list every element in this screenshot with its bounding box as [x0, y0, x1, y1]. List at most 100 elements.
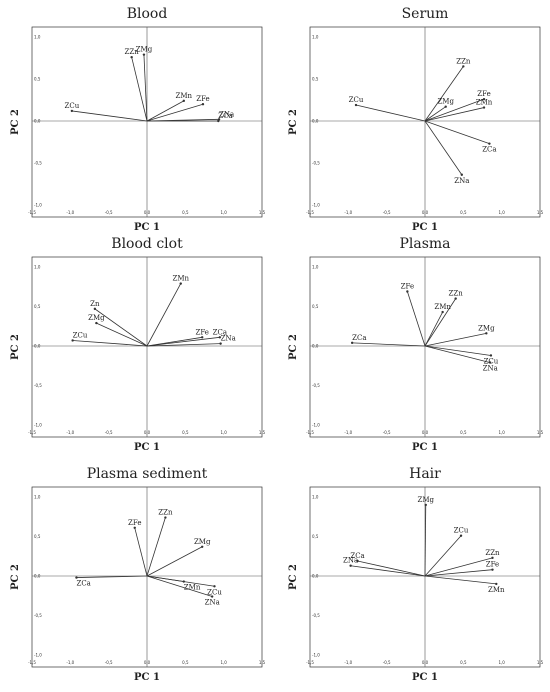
x-tick-label: -1,0	[344, 430, 352, 435]
x-tick-label: -1,5	[306, 430, 314, 435]
y-tick-label: -1,0	[312, 653, 320, 658]
vector-tip-point	[218, 336, 222, 339]
x-tick-label: 0,5	[460, 660, 467, 665]
vector-tip-point	[142, 53, 146, 56]
vector-line	[146, 546, 203, 577]
x-tick-label: -0,5	[383, 210, 391, 215]
vector-label: ZMg	[194, 538, 211, 546]
vector-label: ZFe	[477, 90, 490, 98]
x-tick-label: 0,5	[182, 210, 189, 215]
vector-line	[94, 308, 148, 347]
vector-label: ZFe	[128, 519, 141, 527]
vector-tip-point	[424, 503, 427, 507]
loading-vector-zcu: ZCu	[349, 96, 426, 122]
loading-vector-zca: ZCa	[147, 112, 233, 123]
loading-vector-zcu: ZCu	[424, 527, 469, 577]
x-tick-label: -1,5	[28, 660, 36, 665]
loading-vector-zmn: ZMn	[146, 275, 189, 347]
vector-line	[134, 527, 148, 577]
y-axis-label: PC 2	[288, 109, 299, 135]
vector-label: ZFe	[401, 282, 414, 290]
vector-label: ZNa	[483, 365, 498, 373]
y-tick-label: 1,0	[34, 35, 41, 40]
x-axis-label: PC 1	[412, 442, 438, 453]
vector-label: ZFe	[196, 95, 209, 103]
vector-line	[424, 120, 490, 145]
x-tick-label: -0,5	[383, 430, 391, 435]
y-axis-label: PC 2	[10, 109, 21, 135]
panel-title: Blood	[127, 6, 168, 22]
vector-label: ZCa	[76, 580, 90, 588]
pca-panel-blood: Blood -1,5 -1,0 -0,5 0,0 0,5 1,0 1,5 1,0 0,5 0,0 -0…	[10, 6, 266, 233]
y-tick-label: 1,0	[34, 495, 41, 500]
loading-vector-zmn: ZMn	[424, 575, 505, 594]
vector-label: ZCa	[213, 328, 227, 336]
y-tick-label: 0,0	[312, 119, 319, 124]
y-axis-label: PC 2	[288, 564, 299, 590]
vector-line	[424, 106, 446, 122]
x-tick-label: -1,0	[66, 210, 74, 215]
loading-vector-zfe: ZFe	[146, 328, 209, 347]
loading-vector-zcu: ZCu	[424, 345, 499, 365]
vector-tip-point	[95, 321, 98, 325]
vector-label: ZMn	[434, 303, 451, 311]
loading-vector-zzn: ZZn	[424, 57, 471, 122]
x-tick-label: 1,5	[537, 660, 544, 665]
vector-label: ZFe	[486, 561, 499, 569]
vector-label: ZNa	[221, 335, 236, 343]
x-tick-label: 0,5	[182, 430, 189, 435]
panel-title: Blood clot	[111, 236, 183, 252]
x-tick-label: 1,0	[498, 210, 505, 215]
loading-vector-zmg: ZMg	[146, 538, 211, 577]
vector-tip-point	[488, 142, 491, 145]
pca-panel-hair: Hair -1,5 -1,0 -0,5 0,0 0,5 1,0 1,5 1,0 0,5 0,0 -0,…	[288, 466, 544, 683]
y-tick-label: 0,5	[34, 304, 41, 309]
x-tick-label: -1,5	[306, 210, 314, 215]
vector-tip-point	[179, 282, 182, 285]
vector-tip-point	[444, 105, 447, 108]
vector-line	[424, 98, 485, 122]
vector-label: ZCu	[454, 527, 469, 535]
panel-title: Hair	[409, 466, 441, 482]
pca-panel-blood-clot: Blood clot -1,5 -1,0 -0,5 0,0 0,5 1,0 1,5 1,0 0,5…	[10, 236, 266, 453]
x-tick-label: 1,0	[220, 430, 227, 435]
vector-tip-point	[454, 297, 457, 300]
vector-line	[76, 575, 148, 578]
vector-line	[71, 110, 148, 122]
vector-line	[424, 557, 493, 577]
x-tick-label: 1,0	[220, 210, 227, 215]
y-tick-label: -1,0	[312, 423, 320, 428]
vector-tip-point	[488, 361, 492, 364]
x-tick-label: 1,0	[498, 430, 505, 435]
y-tick-label: -0,5	[34, 161, 42, 166]
vector-label: ZCu	[484, 357, 499, 365]
x-tick-label: 0,0	[422, 210, 429, 215]
x-tick-label: 0,5	[182, 660, 189, 665]
x-tick-label: -1,0	[344, 210, 352, 215]
vector-tip-point	[70, 109, 74, 113]
vector-label: ZNa	[205, 599, 220, 607]
vector-label: ZMg	[478, 324, 495, 332]
loading-vector-zmg: ZMg	[88, 314, 148, 347]
vector-label: ZNa	[219, 110, 234, 118]
y-tick-label: -0,5	[312, 383, 320, 388]
y-tick-label: 0,5	[34, 77, 41, 82]
vector-label: ZMg	[88, 314, 105, 322]
y-tick-label: 1,0	[34, 265, 41, 270]
vector-tip-point	[130, 55, 133, 59]
panel-title: Plasma sediment	[87, 466, 208, 482]
loading-vector-zca: ZCa	[424, 120, 497, 154]
x-tick-label: -0,5	[105, 430, 113, 435]
vector-label: ZMn	[488, 586, 505, 594]
loading-vector-zca: ZCa	[350, 334, 426, 347]
y-tick-label: -0,5	[34, 383, 42, 388]
vector-tip-point	[133, 526, 136, 530]
y-tick-label: -1,0	[34, 203, 42, 208]
x-tick-label: 0,0	[144, 660, 151, 665]
loading-vector-zzn: ZZn	[146, 509, 173, 577]
vector-tip-point	[482, 106, 486, 109]
vector-line	[424, 345, 491, 356]
vector-line	[424, 345, 491, 363]
vector-tip-point	[495, 582, 498, 586]
